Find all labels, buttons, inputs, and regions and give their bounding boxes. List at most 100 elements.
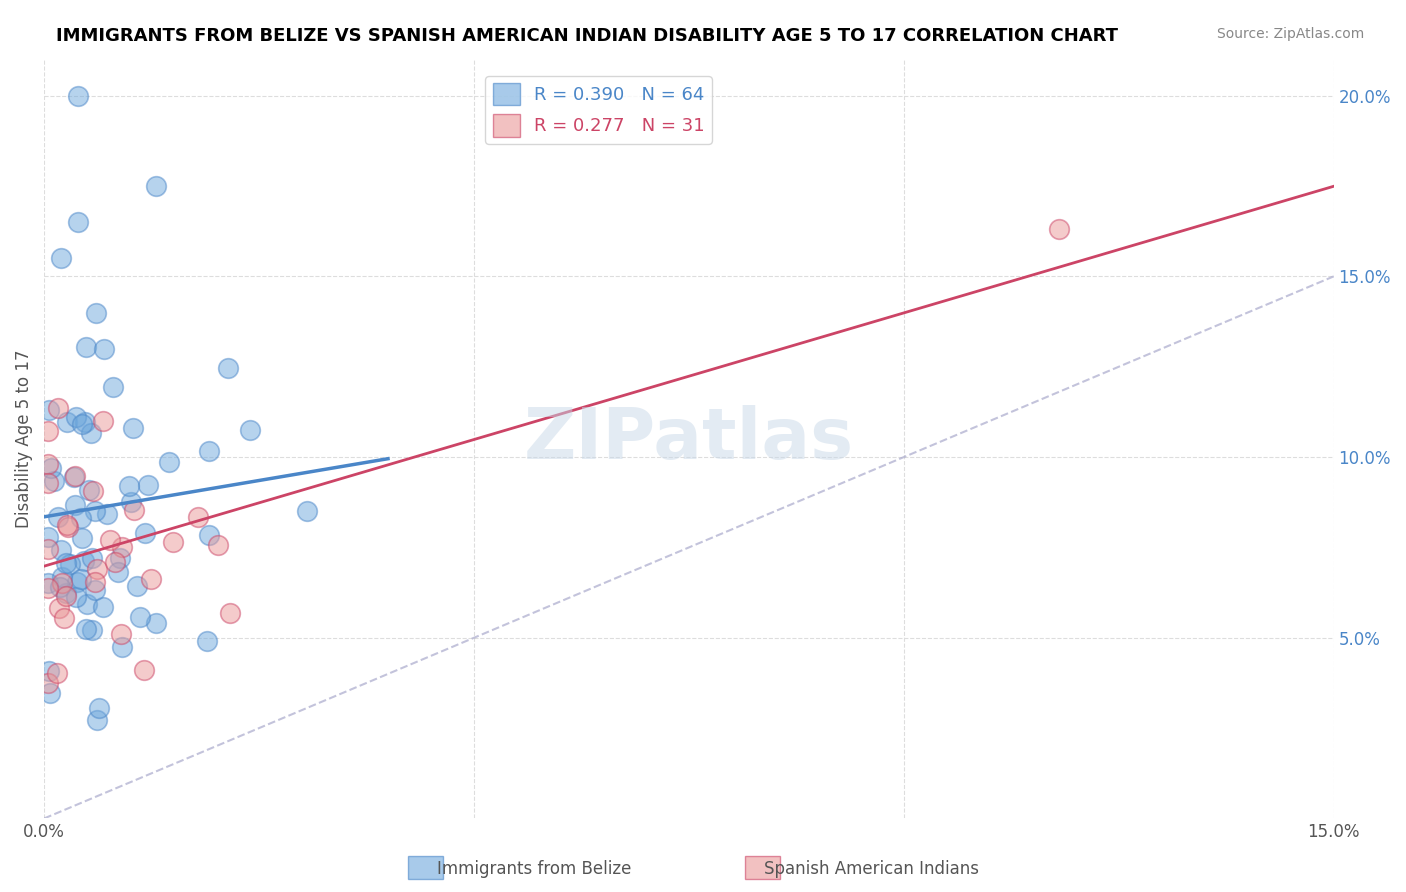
- Point: [69, 511, 91, 525]
- Point: [66, 574, 89, 589]
- Point: [162, 535, 184, 549]
- Point: [110, 627, 132, 641]
- Point: [125, 579, 148, 593]
- Point: [84, 305, 107, 319]
- Text: Source: ZipAtlas.com: Source: ZipAtlas.com: [1216, 27, 1364, 41]
- Point: [98, 533, 121, 547]
- Point: [37, 530, 59, 544]
- Point: [86, 562, 108, 576]
- Point: [218, 606, 240, 620]
- Point: [67, 88, 90, 103]
- Point: [77, 483, 100, 497]
- Point: [37, 475, 59, 490]
- Point: [59, 557, 82, 571]
- Point: [118, 479, 141, 493]
- Point: [49, 543, 72, 558]
- Point: [103, 380, 125, 394]
- Point: [55, 556, 77, 570]
- Point: [65, 409, 87, 424]
- Point: [70, 417, 93, 431]
- Point: [111, 540, 134, 554]
- Point: [65, 591, 87, 605]
- Point: [84, 582, 107, 597]
- Point: [198, 528, 221, 542]
- Point: [107, 565, 129, 579]
- Point: [91, 414, 114, 428]
- Point: [104, 556, 127, 570]
- Point: [63, 470, 86, 484]
- Point: [108, 550, 131, 565]
- Point: [51, 576, 73, 591]
- Point: [187, 510, 209, 524]
- Point: [39, 461, 62, 475]
- Point: [80, 623, 103, 637]
- Point: [56, 520, 79, 534]
- Text: ZIPatlas: ZIPatlas: [524, 405, 853, 474]
- Point: [195, 634, 218, 648]
- Point: [37, 542, 59, 557]
- Point: [84, 504, 107, 518]
- Point: [217, 360, 239, 375]
- Point: [37, 676, 59, 690]
- Point: [56, 415, 79, 429]
- Point: [111, 640, 134, 654]
- Y-axis label: Disability Age 5 to 17: Disability Age 5 to 17: [15, 350, 32, 528]
- Text: Spanish American Indians: Spanish American Indians: [765, 860, 979, 878]
- Point: [55, 586, 77, 600]
- Point: [55, 589, 77, 603]
- Point: [79, 425, 101, 440]
- Text: Immigrants from Belize: Immigrants from Belize: [437, 860, 631, 878]
- Point: [56, 518, 79, 533]
- Point: [65, 468, 87, 483]
- Point: [128, 610, 150, 624]
- Point: [207, 539, 229, 553]
- Point: [239, 423, 262, 437]
- Point: [37, 425, 59, 439]
- Point: [37, 457, 59, 471]
- Point: [198, 443, 221, 458]
- Point: [67, 215, 90, 229]
- Point: [38, 664, 60, 678]
- Point: [139, 572, 162, 586]
- Point: [38, 686, 60, 700]
- Point: [46, 401, 69, 416]
- Point: [87, 700, 110, 714]
- Point: [134, 663, 156, 677]
- Point: [51, 252, 73, 266]
- Point: [65, 499, 87, 513]
- Point: [82, 483, 104, 498]
- Point: [121, 421, 143, 435]
- Point: [46, 510, 69, 524]
- Point: [51, 570, 73, 584]
- Point: [86, 713, 108, 727]
- Point: [134, 525, 156, 540]
- Point: [38, 403, 60, 417]
- Legend: R = 0.390   N = 64, R = 0.277   N = 31: R = 0.390 N = 64, R = 0.277 N = 31: [485, 76, 711, 144]
- Point: [49, 580, 72, 594]
- Point: [75, 415, 97, 429]
- Point: [37, 581, 59, 595]
- Point: [75, 623, 97, 637]
- Point: [48, 601, 70, 615]
- Point: [145, 179, 167, 194]
- Point: [72, 532, 94, 546]
- Point: [45, 666, 67, 681]
- Point: [122, 503, 145, 517]
- Point: [1047, 222, 1070, 236]
- Point: [93, 342, 115, 356]
- Point: [145, 615, 167, 630]
- Point: [80, 551, 103, 566]
- Point: [73, 554, 96, 568]
- Point: [96, 508, 118, 522]
- Point: [76, 597, 98, 611]
- Point: [157, 455, 180, 469]
- Point: [42, 475, 65, 489]
- Point: [121, 495, 143, 509]
- Point: [84, 575, 107, 590]
- Point: [37, 576, 59, 591]
- Point: [75, 340, 97, 354]
- Text: IMMIGRANTS FROM BELIZE VS SPANISH AMERICAN INDIAN DISABILITY AGE 5 TO 17 CORRELA: IMMIGRANTS FROM BELIZE VS SPANISH AMERIC…: [56, 27, 1118, 45]
- Point: [91, 599, 114, 614]
- Point: [70, 572, 93, 586]
- Point: [295, 503, 318, 517]
